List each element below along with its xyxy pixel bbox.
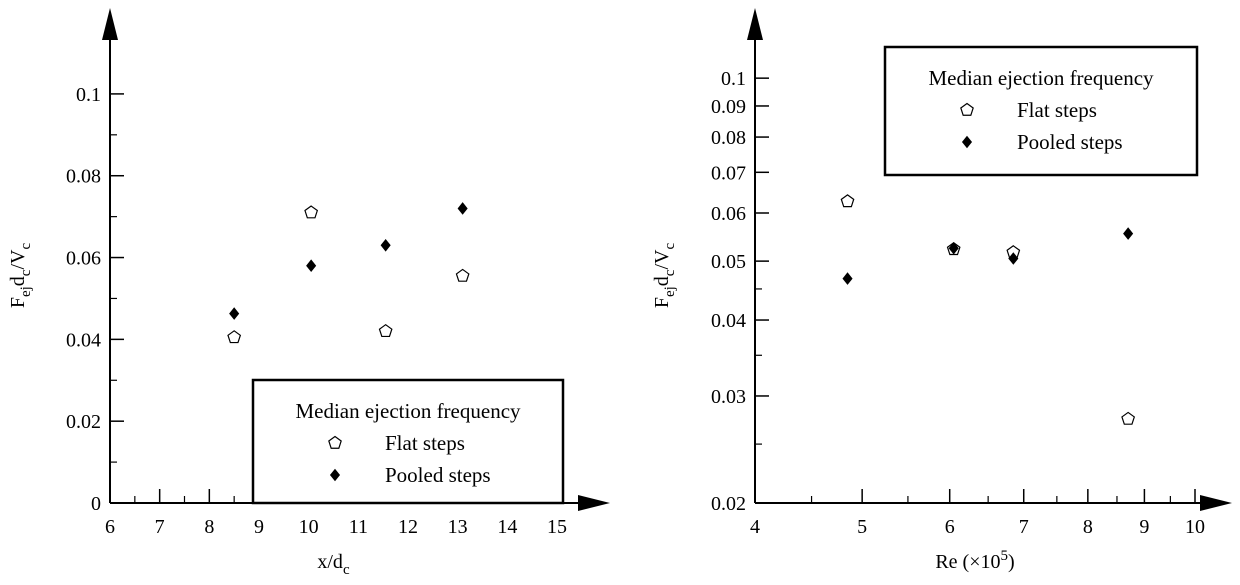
legend-title: Median ejection frequency <box>928 66 1154 90</box>
legend-label-flat-steps: Flat steps <box>385 431 465 455</box>
pooled-steps-point <box>842 272 853 285</box>
x-axis-title: Re (×105) <box>935 548 1014 573</box>
legend-marker-pooled-steps <box>961 135 973 149</box>
x-tick-label: 10 <box>1185 516 1205 538</box>
x-tick-label: 9 <box>1139 516 1149 538</box>
legend-title: Median ejection frequency <box>295 399 521 423</box>
y-tick-label: 0.04 <box>66 329 101 351</box>
y-tick-label: 0.03 <box>711 386 746 408</box>
pooled-steps-point <box>380 238 391 252</box>
x-axis-title: x/dc <box>317 551 350 578</box>
x-tick-label: 6 <box>105 516 115 538</box>
pooled-steps-point <box>1123 227 1134 240</box>
pooled-steps-point <box>457 202 468 215</box>
legend-marker-pooled-steps <box>329 468 341 482</box>
flat-steps-point <box>227 330 242 344</box>
legend-marker-flat-steps <box>328 435 342 449</box>
pooled-steps-point <box>948 241 959 255</box>
y-tick-label: 0.05 <box>711 251 746 273</box>
y-tick-label: 0.1 <box>76 84 101 106</box>
y-tick-label: 0.04 <box>711 310 746 332</box>
x-tick-label: 6 <box>945 516 955 538</box>
legend-marker-flat-steps <box>960 102 974 116</box>
y-tick-label: 0.06 <box>66 248 101 270</box>
flat-steps-point <box>1121 411 1136 425</box>
y-tick-label: 0.02 <box>711 493 746 515</box>
x-tick-label: 7 <box>155 516 165 538</box>
x-tick-label: 5 <box>857 516 867 538</box>
y-axis-arrow <box>747 8 763 40</box>
flat-steps-point <box>378 323 393 338</box>
legend-label-pooled-steps: Pooled steps <box>385 463 491 487</box>
y-tick-label: 0.02 <box>66 411 101 433</box>
left-chart: 6 7 8 9 10 11 12 13 14 15 0 0.02 0.04 0.06 0.08 0.1 Fejd… <box>7 8 610 578</box>
y-tick-label: 0.09 <box>711 96 746 118</box>
x-tick-label: 14 <box>497 516 517 538</box>
x-tick-label: 15 <box>547 516 567 538</box>
x-tick-label: 11 <box>349 516 368 538</box>
legend-label-pooled-steps: Pooled steps <box>1017 130 1123 154</box>
x-tick-label: 4 <box>750 516 760 538</box>
x-axis-arrow <box>1200 495 1232 511</box>
pooled-steps-point <box>306 259 317 273</box>
pooled-steps-point <box>1008 252 1019 265</box>
y-tick-label: 0.1 <box>721 68 746 90</box>
y-tick-label: 0.08 <box>711 127 746 149</box>
right-chart: 4 5 6 7 8 9 10 0.02 0.03 0.04 0.05 0.06 0.07 0.08 0.09… <box>651 8 1232 573</box>
flat-steps-point <box>455 268 470 282</box>
legend-box <box>883 45 1199 177</box>
y-axis-title: Fejdc/Vc <box>651 243 678 309</box>
y-tick-label: 0.08 <box>66 166 101 188</box>
y-axis-title: Fejdc/Vc <box>7 243 34 309</box>
x-tick-label: 8 <box>204 516 214 538</box>
x-axis-arrow <box>578 495 610 511</box>
y-tick-label: 0.07 <box>711 162 746 184</box>
flat-steps-point <box>840 194 855 208</box>
pooled-steps-point <box>229 307 240 320</box>
y-tick-label: 0 <box>91 493 101 515</box>
x-tick-label: 13 <box>448 516 468 538</box>
x-tick-label: 8 <box>1083 516 1093 538</box>
x-tick-label: 9 <box>254 516 264 538</box>
legend-label-flat-steps: Flat steps <box>1017 98 1097 122</box>
x-tick-label: 7 <box>1019 516 1029 538</box>
y-tick-label: 0.06 <box>711 203 746 225</box>
x-tick-label: 12 <box>398 516 418 538</box>
y-axis-arrow <box>102 8 118 40</box>
legend-box <box>251 378 565 505</box>
flat-steps-point <box>304 205 319 219</box>
x-tick-label: 10 <box>299 516 319 538</box>
